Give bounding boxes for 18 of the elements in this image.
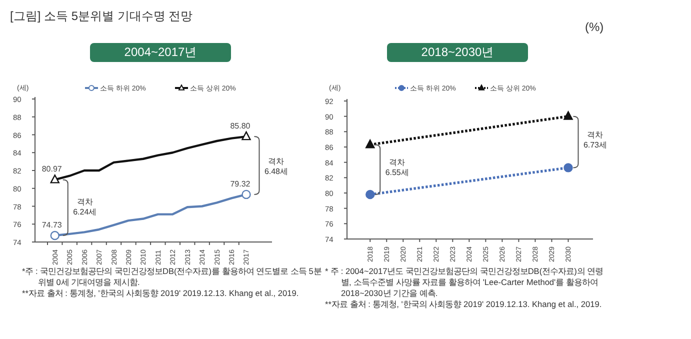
data-label: 80.97	[42, 164, 62, 174]
data-label: 79.32	[230, 179, 251, 188]
chart-title: [그림] 소득 5분위별 기대수명 전망	[10, 8, 193, 25]
text: **자료 출처 : 통계청, '한국의 사회동향 2019' 2019.12.13. Khang et al., 2019.	[325, 299, 603, 310]
annotation: 격차 6.48세	[264, 157, 288, 176]
chart-title: (%)	[585, 20, 604, 34]
text: **자료 출처 : 통계청, '한국의 사회동향 2019' 2019.12.13. Khang et al., 2019.	[22, 288, 300, 299]
point	[242, 190, 251, 200]
chart-subtitle: 2018~2030년	[387, 43, 528, 62]
data-label: 74.73	[42, 220, 62, 230]
annotation: 격차 6.24세	[73, 197, 97, 216]
data-label: 85.80	[230, 122, 251, 131]
annotation: 격차 6.55세	[385, 158, 409, 177]
point	[50, 230, 60, 240]
annotation: 격차 6.73세	[583, 130, 608, 150]
chart-subtitle: 2004~2017년	[90, 43, 231, 62]
text: * 주 : 2004~2017년도 국민건강보험공단의 국민건강정보DB(전수자료)의 연령별, 소득수준별 사망률 자료를 활용하여 'Lee-Carter Method'를 활용하여 2018~2030년 기간을 예측.	[325, 266, 604, 299]
text: *주 : 국민건강보험공단의 국민건강정보DB(전수자료)를 활용하여 연도별로 소득 5분위별 0세 기대여명을 제시함.	[22, 266, 322, 288]
